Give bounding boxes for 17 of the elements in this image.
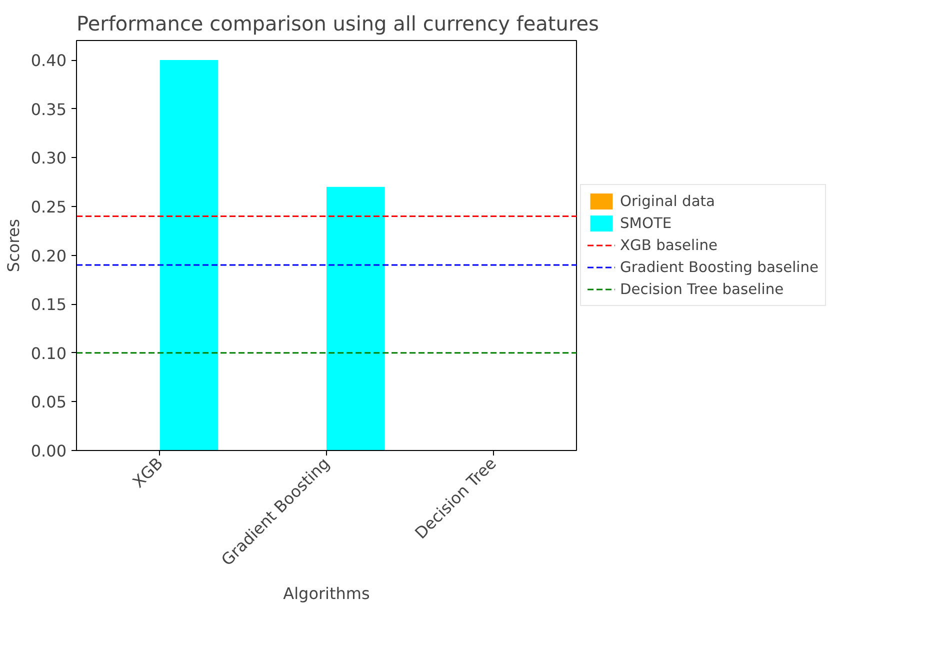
y-tick-label: 0.10 xyxy=(30,344,66,363)
y-tick-label: 0.25 xyxy=(30,197,66,216)
legend-label: Original data xyxy=(620,192,716,210)
chart-title: Performance comparison using all currency features xyxy=(76,12,599,36)
x-axis-title: Algorithms xyxy=(283,584,370,604)
legend-label: SMOTE xyxy=(620,214,672,232)
ref-line-label: Gradient Boosting baseline xyxy=(620,258,819,276)
legend-label: XGB baseline xyxy=(620,236,718,254)
y-tick-label: 0.40 xyxy=(30,51,66,70)
y-tick-label: 0.05 xyxy=(30,392,66,412)
y-tick-label: 0.30 xyxy=(30,148,66,168)
y-tick-label: 0.00 xyxy=(30,442,66,460)
y-tick-label: 0.35 xyxy=(30,100,66,119)
legend-label: Decision Tree baseline xyxy=(620,280,784,298)
y-tick-label: 0.20 xyxy=(30,246,66,266)
y-tick-label: 0.15 xyxy=(30,295,66,314)
y-axis-title: Scores xyxy=(4,218,23,272)
